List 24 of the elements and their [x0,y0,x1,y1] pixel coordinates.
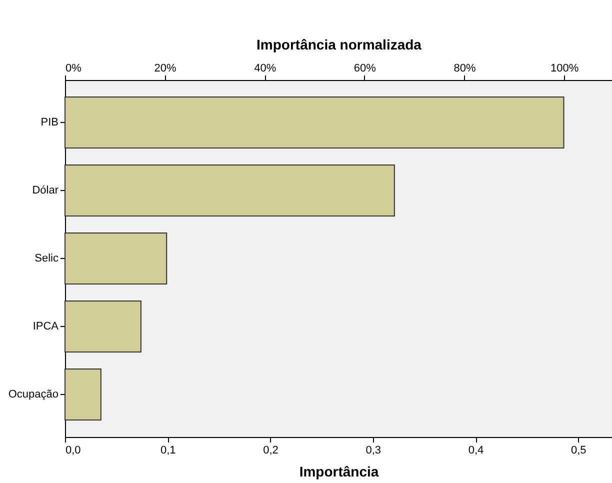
x2-tick-label: 60% [354,62,376,74]
y-tick-label: PIB [40,116,58,128]
x2-tick-label: 20% [154,62,177,74]
y-tick-label: Dólar [32,184,59,196]
x2-tick-label: 80% [454,62,476,74]
x-tick-label: 0,1 [160,444,176,456]
x2-tick-label: 0% [66,62,82,74]
bar [64,232,168,284]
bar [64,96,564,148]
x-tick-label: 0,2 [263,444,278,456]
x-axis-title: Importância [299,464,379,480]
x-tick-label: 0,0 [66,444,81,456]
y-tick-label: IPCA [32,320,60,332]
x2-axis-title: Importância normalizada [256,36,422,52]
x-tick-label: 0,5 [570,444,586,456]
x2-tick-label: 40% [254,62,276,74]
bar [64,164,395,216]
x-tick-label: 0,4 [468,444,484,456]
x-tick-label: 0,3 [366,444,382,456]
bar [64,368,102,420]
y-tick-label: Selic [34,252,59,264]
y-tick-label: Ocupação [8,388,58,400]
bar [64,300,142,352]
x2-tick-label: 100% [550,62,579,74]
